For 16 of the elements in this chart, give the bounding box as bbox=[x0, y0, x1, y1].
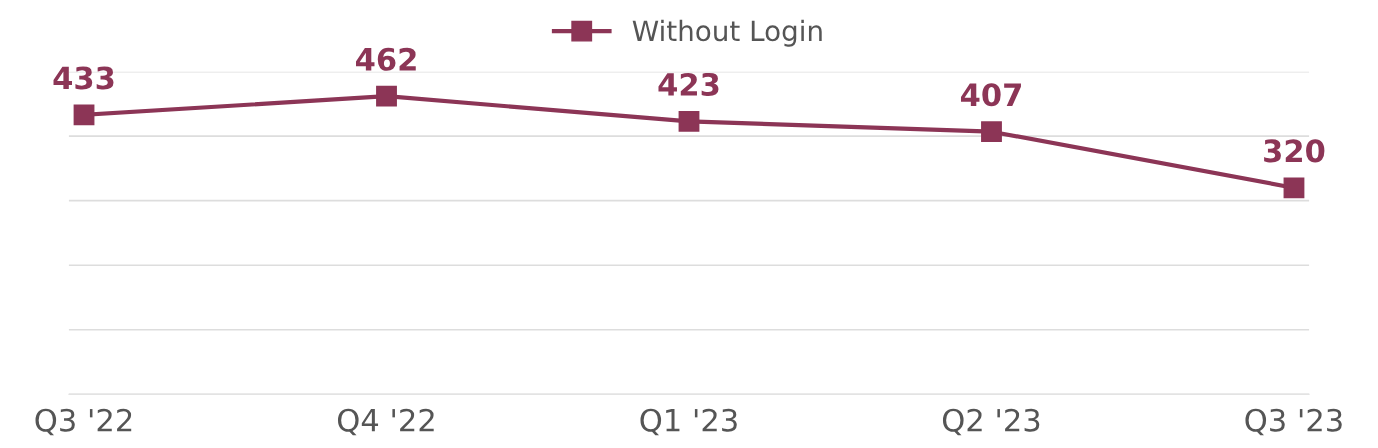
point bbox=[73, 104, 95, 126]
x-tick-label: Q3 '23 bbox=[1245, 408, 1342, 436]
x-tick-label: Q3 '22 bbox=[35, 408, 132, 436]
data-label: 407 bbox=[960, 83, 1021, 107]
point bbox=[376, 85, 397, 107]
x-tick-label: Q1 '23 bbox=[640, 408, 737, 436]
legend-label: Without Login bbox=[632, 19, 822, 47]
point bbox=[1283, 177, 1305, 199]
x-tick-label: Q2 '23 bbox=[942, 408, 1040, 436]
data-label: 462 bbox=[356, 47, 416, 71]
data-label: 423 bbox=[658, 72, 719, 96]
data-label: 433 bbox=[53, 66, 114, 90]
point bbox=[981, 121, 1002, 143]
data-label: 320 bbox=[1264, 139, 1325, 163]
x-tick-label: Q4 '22 bbox=[337, 408, 434, 436]
point bbox=[678, 110, 700, 132]
